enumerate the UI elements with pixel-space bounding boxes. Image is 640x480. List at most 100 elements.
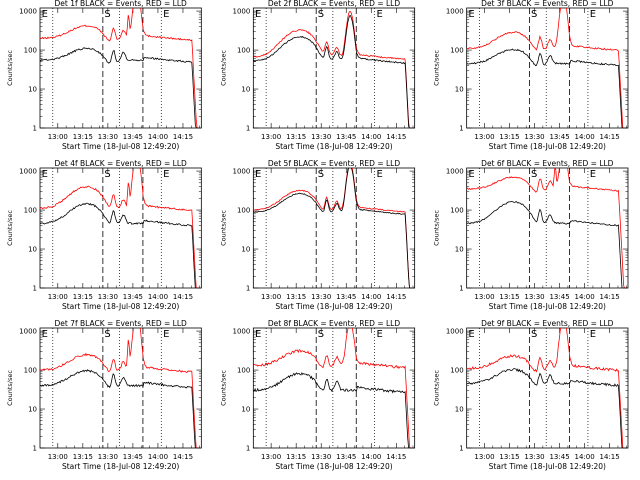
x-tick-label: 13:45: [336, 133, 356, 141]
marker-label: E: [255, 9, 261, 20]
y-tick-label: 100: [450, 367, 463, 375]
x-axis-label: Start Time (18-Jul-08 12:49:20): [275, 302, 392, 311]
x-tick-label: 13:30: [98, 133, 118, 141]
x-tick-label: 13:15: [499, 453, 519, 461]
x-tick-label: 14:00: [575, 453, 595, 461]
panel-title: Det 2f BLACK = Events, RED = LLD: [268, 0, 401, 8]
events-series-line: [466, 48, 626, 128]
y-tick-label: 100: [237, 47, 250, 55]
lld-series-line: [253, 11, 413, 128]
y-tick-label: 1: [33, 125, 37, 133]
panel-title: Det 8f BLACK = Events, RED = LLD: [268, 319, 401, 328]
marker-label: E: [468, 169, 474, 180]
events-series-line: [253, 371, 413, 448]
x-tick-label: 13:15: [286, 453, 306, 461]
y-axis-label: Counts/sec: [6, 370, 14, 406]
marker-label: E: [468, 329, 474, 340]
x-tick-label: 14:00: [361, 293, 381, 301]
plot-frame: [252, 167, 416, 289]
y-tick-label: 100: [450, 207, 463, 215]
x-tick-label: 14:00: [148, 453, 168, 461]
x-tick-label: 13:15: [73, 293, 93, 301]
y-tick-label: 1: [33, 285, 37, 293]
y-tick-label: 10: [455, 86, 464, 94]
x-tick-label: 13:15: [73, 133, 93, 141]
x-tick-label: 13:15: [286, 133, 306, 141]
x-tick-label: 13:45: [549, 293, 569, 301]
x-axis-label: Start Time (18-Jul-08 12:49:20): [62, 302, 179, 311]
detector-panel: Det 6f BLACK = Events, RED = LLD 1 10 100 10…: [433, 159, 629, 311]
y-tick-label: 10: [455, 406, 464, 414]
x-tick-label: 14:00: [575, 293, 595, 301]
x-tick-label: 13:00: [474, 133, 494, 141]
marker-label: S: [531, 9, 537, 20]
panel-title: Det 1f BLACK = Events, RED = LLD: [55, 0, 188, 8]
y-tick-label: 1: [246, 125, 250, 133]
y-tick-label: 1000: [19, 168, 37, 176]
plot-frame: [39, 167, 202, 289]
lld-series-line: [466, 328, 626, 448]
marker-label: E: [376, 329, 382, 340]
panel-title: Det 4f BLACK = Events, RED = LLD: [55, 159, 188, 168]
x-tick-label: 13:45: [123, 453, 143, 461]
x-tick-label: 14:00: [361, 453, 381, 461]
x-tick-label: 14:00: [148, 133, 168, 141]
detector-panel: Det 5f BLACK = Events, RED = LLD 1 10 100 10…: [219, 159, 416, 311]
y-tick-label: 100: [237, 367, 250, 375]
x-tick-label: 14:00: [148, 293, 168, 301]
x-tick-label: 13:45: [123, 133, 143, 141]
marker-label: E: [376, 169, 382, 180]
marker-label: S: [104, 169, 110, 180]
y-tick-label: 1000: [446, 168, 464, 176]
y-axis-label: Counts/sec: [6, 210, 14, 246]
x-tick-label: 13:00: [48, 293, 68, 301]
marker-label: S: [531, 169, 537, 180]
y-tick-label: 100: [24, 367, 37, 375]
marker-label: E: [590, 329, 596, 340]
x-tick-label: 13:45: [336, 453, 356, 461]
marker-label: S: [104, 329, 110, 340]
marker-label: S: [318, 329, 324, 340]
x-tick-label: 13:15: [499, 133, 519, 141]
x-tick-label: 14:15: [173, 293, 193, 301]
detector-panel: Det 9f BLACK = Events, RED = LLD 1 10 100 10…: [433, 319, 629, 471]
events-series-line: [40, 47, 199, 128]
lld-series-line: [40, 168, 199, 288]
marker-label: E: [163, 169, 169, 180]
x-tick-label: 13:00: [261, 133, 281, 141]
y-tick-label: 1: [459, 125, 463, 133]
lld-series-line: [253, 168, 413, 288]
x-tick-label: 14:15: [600, 133, 620, 141]
x-tick-label: 14:15: [173, 133, 193, 141]
x-axis-label: Start Time (18-Jul-08 12:49:20): [489, 142, 606, 151]
plot-frame: [252, 7, 416, 129]
plot-frame: [39, 327, 202, 449]
panel-title: Det 6f BLACK = Events, RED = LLD: [481, 159, 614, 168]
x-axis-label: Start Time (18-Jul-08 12:49:20): [275, 462, 392, 471]
detector-panel: Det 3f BLACK = Events, RED = LLD 1 10 100 10…: [433, 0, 629, 151]
detector-panel: Det 2f BLACK = Events, RED = LLD 1 10 100 10…: [219, 0, 416, 151]
events-series-line: [40, 369, 199, 448]
marker-label: S: [318, 169, 324, 180]
marker-label: E: [255, 169, 261, 180]
y-tick-label: 10: [28, 406, 37, 414]
marker-label: E: [590, 169, 596, 180]
x-tick-label: 13:45: [549, 453, 569, 461]
lld-series-line: [466, 168, 626, 288]
y-tick-label: 1000: [446, 328, 464, 336]
plot-frame: [39, 7, 202, 129]
x-tick-label: 14:15: [386, 293, 406, 301]
x-tick-label: 14:15: [386, 133, 406, 141]
y-tick-label: 1: [459, 445, 463, 453]
x-tick-label: 13:15: [73, 453, 93, 461]
y-tick-label: 10: [241, 246, 250, 254]
x-tick-label: 13:45: [336, 293, 356, 301]
plot-frame: [252, 327, 416, 449]
marker-label: E: [590, 9, 596, 20]
x-axis-label: Start Time (18-Jul-08 12:49:20): [489, 462, 606, 471]
marker-label: E: [42, 169, 48, 180]
y-tick-label: 1000: [233, 168, 251, 176]
y-axis-label: Counts/sec: [219, 370, 227, 406]
marker-label: E: [163, 329, 169, 340]
